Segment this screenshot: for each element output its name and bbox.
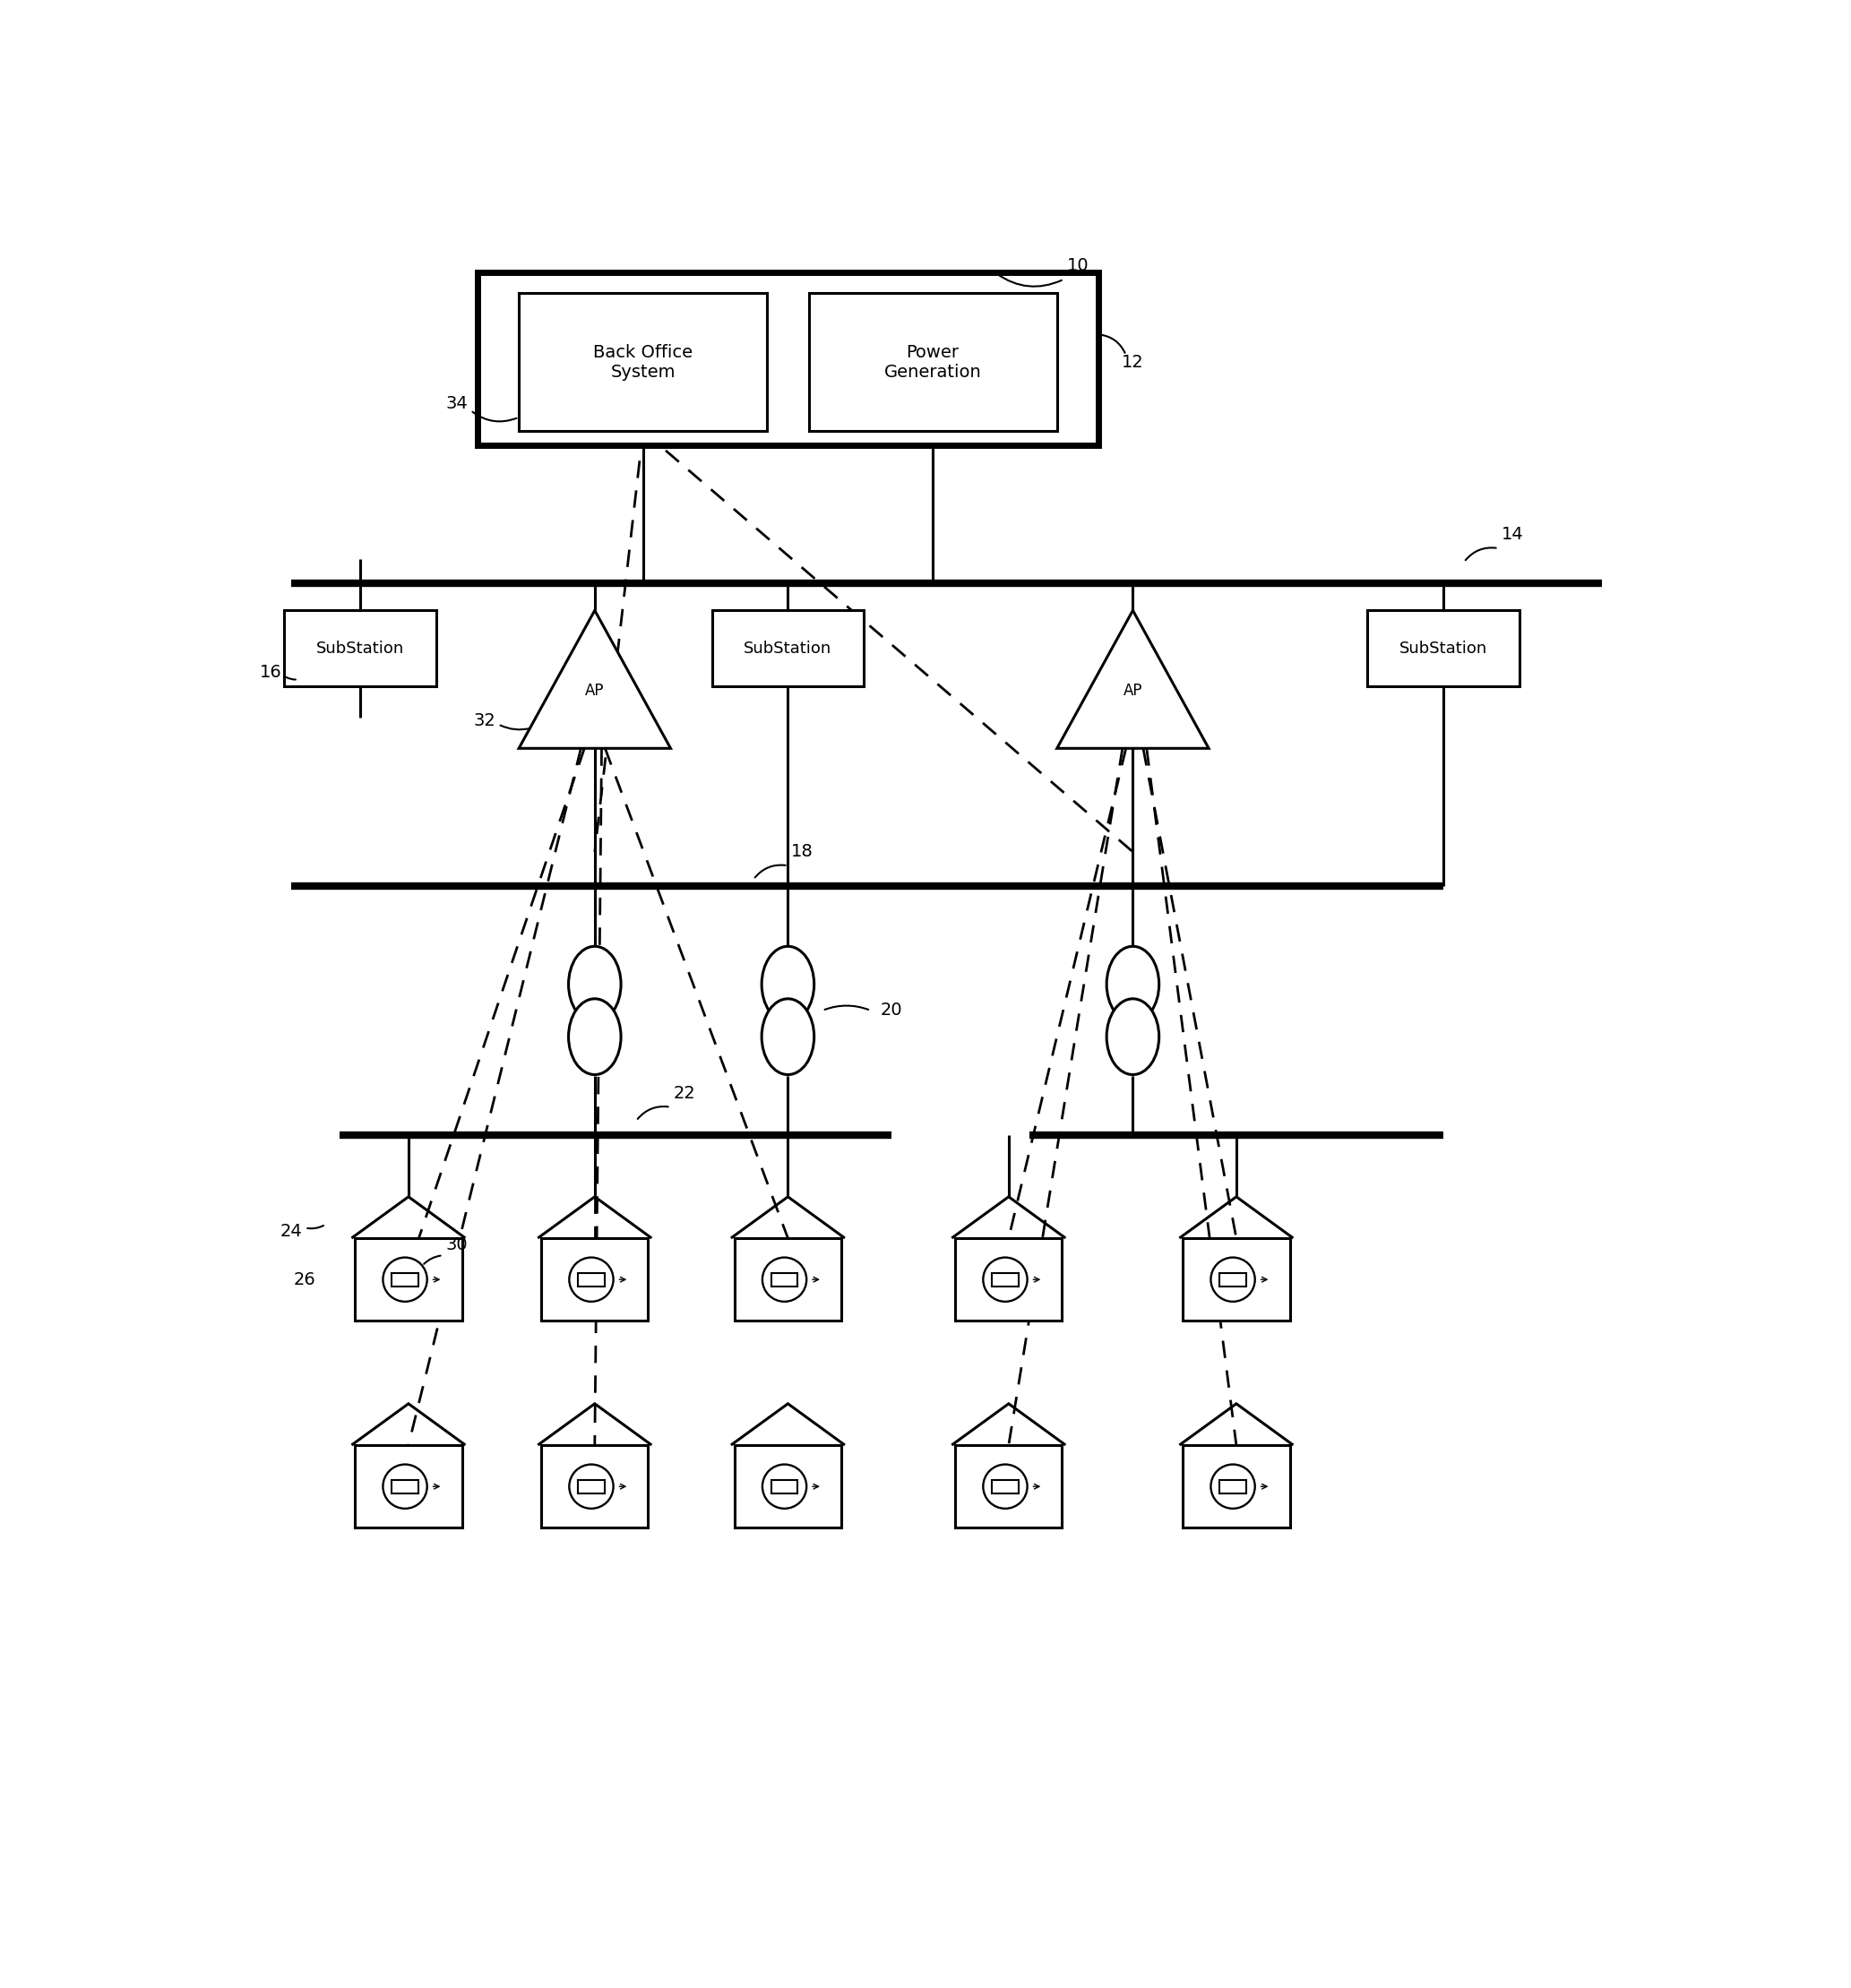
Text: 12: 12 bbox=[1122, 354, 1144, 370]
Ellipse shape bbox=[568, 998, 620, 1076]
Bar bbox=[1220, 1479, 1246, 1493]
Bar bbox=[713, 610, 864, 686]
Text: 30: 30 bbox=[446, 1237, 468, 1254]
Ellipse shape bbox=[1107, 946, 1159, 1022]
Text: Back Office
System: Back Office System bbox=[592, 344, 692, 380]
Text: 10: 10 bbox=[1066, 256, 1088, 274]
Bar bbox=[392, 1479, 418, 1493]
Bar bbox=[735, 1239, 842, 1320]
Bar bbox=[540, 1445, 648, 1529]
Bar bbox=[772, 1479, 798, 1493]
Circle shape bbox=[1211, 1465, 1255, 1509]
Circle shape bbox=[983, 1465, 1027, 1509]
Text: SubStation: SubStation bbox=[744, 640, 831, 656]
Text: 32: 32 bbox=[474, 712, 496, 730]
Bar bbox=[478, 272, 1098, 445]
Text: AP: AP bbox=[1124, 682, 1142, 698]
Text: 20: 20 bbox=[881, 1002, 903, 1020]
Polygon shape bbox=[1057, 610, 1209, 747]
Ellipse shape bbox=[568, 946, 620, 1022]
Bar bbox=[578, 1272, 605, 1286]
Bar bbox=[955, 1445, 1062, 1529]
Text: SubStation: SubStation bbox=[317, 640, 404, 656]
Text: SubStation: SubStation bbox=[1399, 640, 1488, 656]
Bar bbox=[578, 1479, 605, 1493]
Bar bbox=[809, 292, 1057, 431]
Text: 22: 22 bbox=[674, 1085, 696, 1101]
Text: 16: 16 bbox=[259, 664, 281, 682]
Circle shape bbox=[763, 1465, 807, 1509]
Bar bbox=[992, 1479, 1018, 1493]
Circle shape bbox=[383, 1258, 428, 1302]
Bar bbox=[355, 1239, 463, 1320]
Text: 24: 24 bbox=[280, 1223, 302, 1241]
Bar bbox=[1183, 1239, 1290, 1320]
Bar bbox=[1183, 1445, 1290, 1529]
Bar bbox=[735, 1445, 842, 1529]
Circle shape bbox=[383, 1465, 428, 1509]
Bar bbox=[355, 1445, 463, 1529]
Bar bbox=[1368, 610, 1520, 686]
Ellipse shape bbox=[761, 946, 814, 1022]
Circle shape bbox=[983, 1258, 1027, 1302]
Ellipse shape bbox=[1107, 998, 1159, 1076]
Circle shape bbox=[1211, 1258, 1255, 1302]
Bar bbox=[1220, 1272, 1246, 1286]
Polygon shape bbox=[518, 610, 670, 747]
Text: AP: AP bbox=[585, 682, 605, 698]
Ellipse shape bbox=[761, 998, 814, 1076]
Text: 18: 18 bbox=[790, 843, 813, 861]
Bar bbox=[540, 1239, 648, 1320]
Bar bbox=[955, 1239, 1062, 1320]
Bar bbox=[285, 610, 437, 686]
Bar bbox=[392, 1272, 418, 1286]
Text: Power
Generation: Power Generation bbox=[885, 344, 981, 380]
Bar bbox=[518, 292, 766, 431]
Bar bbox=[772, 1272, 798, 1286]
Circle shape bbox=[570, 1465, 613, 1509]
Bar bbox=[992, 1272, 1018, 1286]
Text: 26: 26 bbox=[294, 1270, 317, 1288]
Text: 34: 34 bbox=[446, 396, 468, 412]
Text: 14: 14 bbox=[1501, 527, 1523, 543]
Circle shape bbox=[763, 1258, 807, 1302]
Circle shape bbox=[570, 1258, 613, 1302]
